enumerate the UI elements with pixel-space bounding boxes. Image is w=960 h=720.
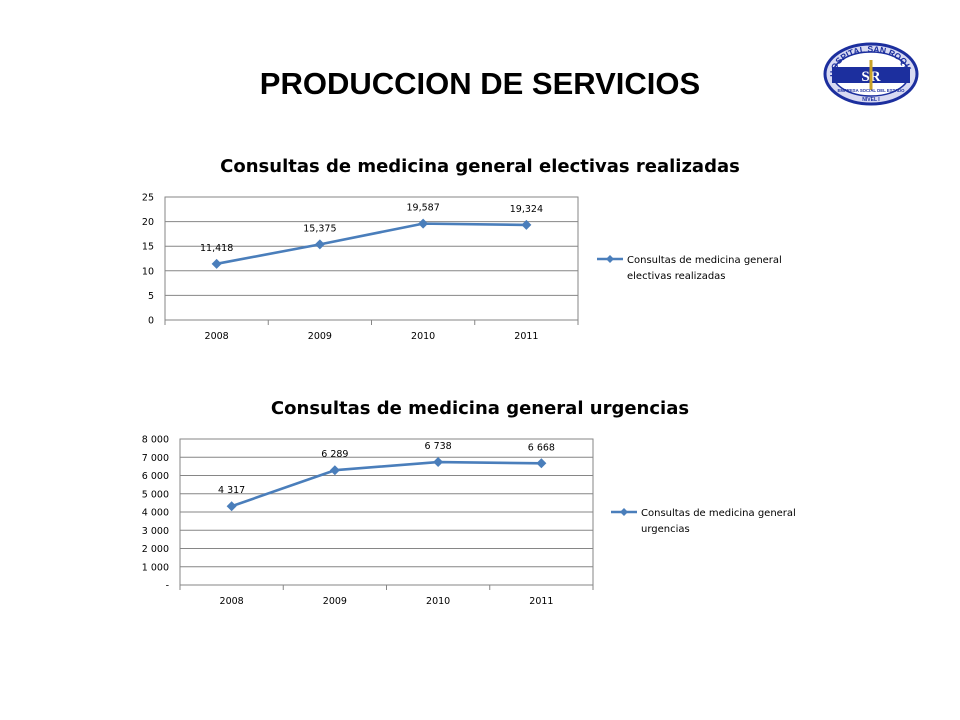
electivas-legend-marker: [606, 255, 614, 263]
electivas-y-tick-label: 25: [142, 193, 154, 204]
electivas-x-tick-label: 2009: [308, 331, 332, 342]
urgencias-data-label: 6 738: [425, 441, 452, 452]
electivas-x-tick-label: 2008: [205, 331, 229, 342]
urgencias-data-point: [433, 457, 444, 468]
electivas-y-tick-label: 10: [142, 266, 154, 277]
urgencias-y-tick-label: 5 000: [142, 489, 169, 500]
electivas-series-line: [216, 222, 527, 266]
urgencias-y-tick-label: 6 000: [142, 471, 169, 482]
electivas-legend-label: electivas realizadas: [627, 271, 726, 282]
urgencias-legend-marker: [620, 508, 628, 516]
electivas-data-point: [314, 239, 325, 250]
urgencias-x-tick-label: 2010: [426, 596, 450, 607]
urgencias-x-tick-label: 2011: [529, 596, 553, 607]
urgencias-x-tick-label: 2009: [323, 596, 347, 607]
urgencias-data-point: [536, 458, 547, 469]
electivas-data-point: [211, 258, 222, 269]
urgencias-y-tick-label: -: [166, 581, 169, 592]
urgencias-x-tick-label: 2008: [220, 596, 244, 607]
chart-title-urgencias: Consultas de medicina general urgencias: [270, 398, 690, 419]
electivas-data-label: 19,587: [407, 203, 440, 214]
electivas-data-label: 11,418: [200, 243, 233, 254]
urgencias-series-line: [231, 460, 542, 508]
electivas-x-tick-label: 2010: [411, 331, 435, 342]
electivas-data-label: 19,324: [510, 204, 543, 215]
urgencias-y-tick-label: 4 000: [142, 508, 169, 519]
electivas-y-tick-label: 5: [148, 291, 154, 302]
chart-title-electivas: Consultas de medicina general electivas …: [220, 156, 740, 177]
electivas-data-point: [418, 218, 429, 229]
urgencias-y-tick-label: 3 000: [142, 526, 169, 537]
electivas-y-tick-label: 20: [142, 217, 154, 228]
electivas-data-point: [521, 219, 532, 230]
urgencias-legend-label: Consultas de medicina general: [641, 508, 796, 519]
electivas-x-tick-label: 2011: [514, 331, 538, 342]
electivas-data-label: 15,375: [303, 223, 336, 234]
urgencias-data-label: 4 317: [218, 485, 245, 496]
urgencias-y-tick-label: 7 000: [142, 453, 169, 464]
urgencias-y-tick-label: 8 000: [142, 435, 169, 446]
svg-text:EMPRESA SOCIAL DEL ESTADO: EMPRESA SOCIAL DEL ESTADO: [838, 88, 906, 93]
urgencias-y-tick-label: 1 000: [142, 562, 169, 573]
urgencias-data-label: 6 668: [528, 442, 555, 453]
urgencias-data-label: 6 289: [321, 449, 348, 460]
urgencias-y-tick-label: 2 000: [142, 544, 169, 555]
page-title: PRODUCCION DE SERVICIOS: [259, 66, 701, 101]
electivas-y-tick-label: 0: [148, 316, 154, 327]
urgencias-data-point: [226, 501, 237, 512]
electivas-y-tick-label: 15: [142, 242, 154, 253]
urgencias-data-point: [329, 465, 340, 476]
urgencias-legend-label: urgencias: [641, 524, 690, 535]
electivas-legend-label: Consultas de medicina general: [627, 255, 782, 266]
svg-text:NIVEL I: NIVEL I: [862, 97, 880, 103]
